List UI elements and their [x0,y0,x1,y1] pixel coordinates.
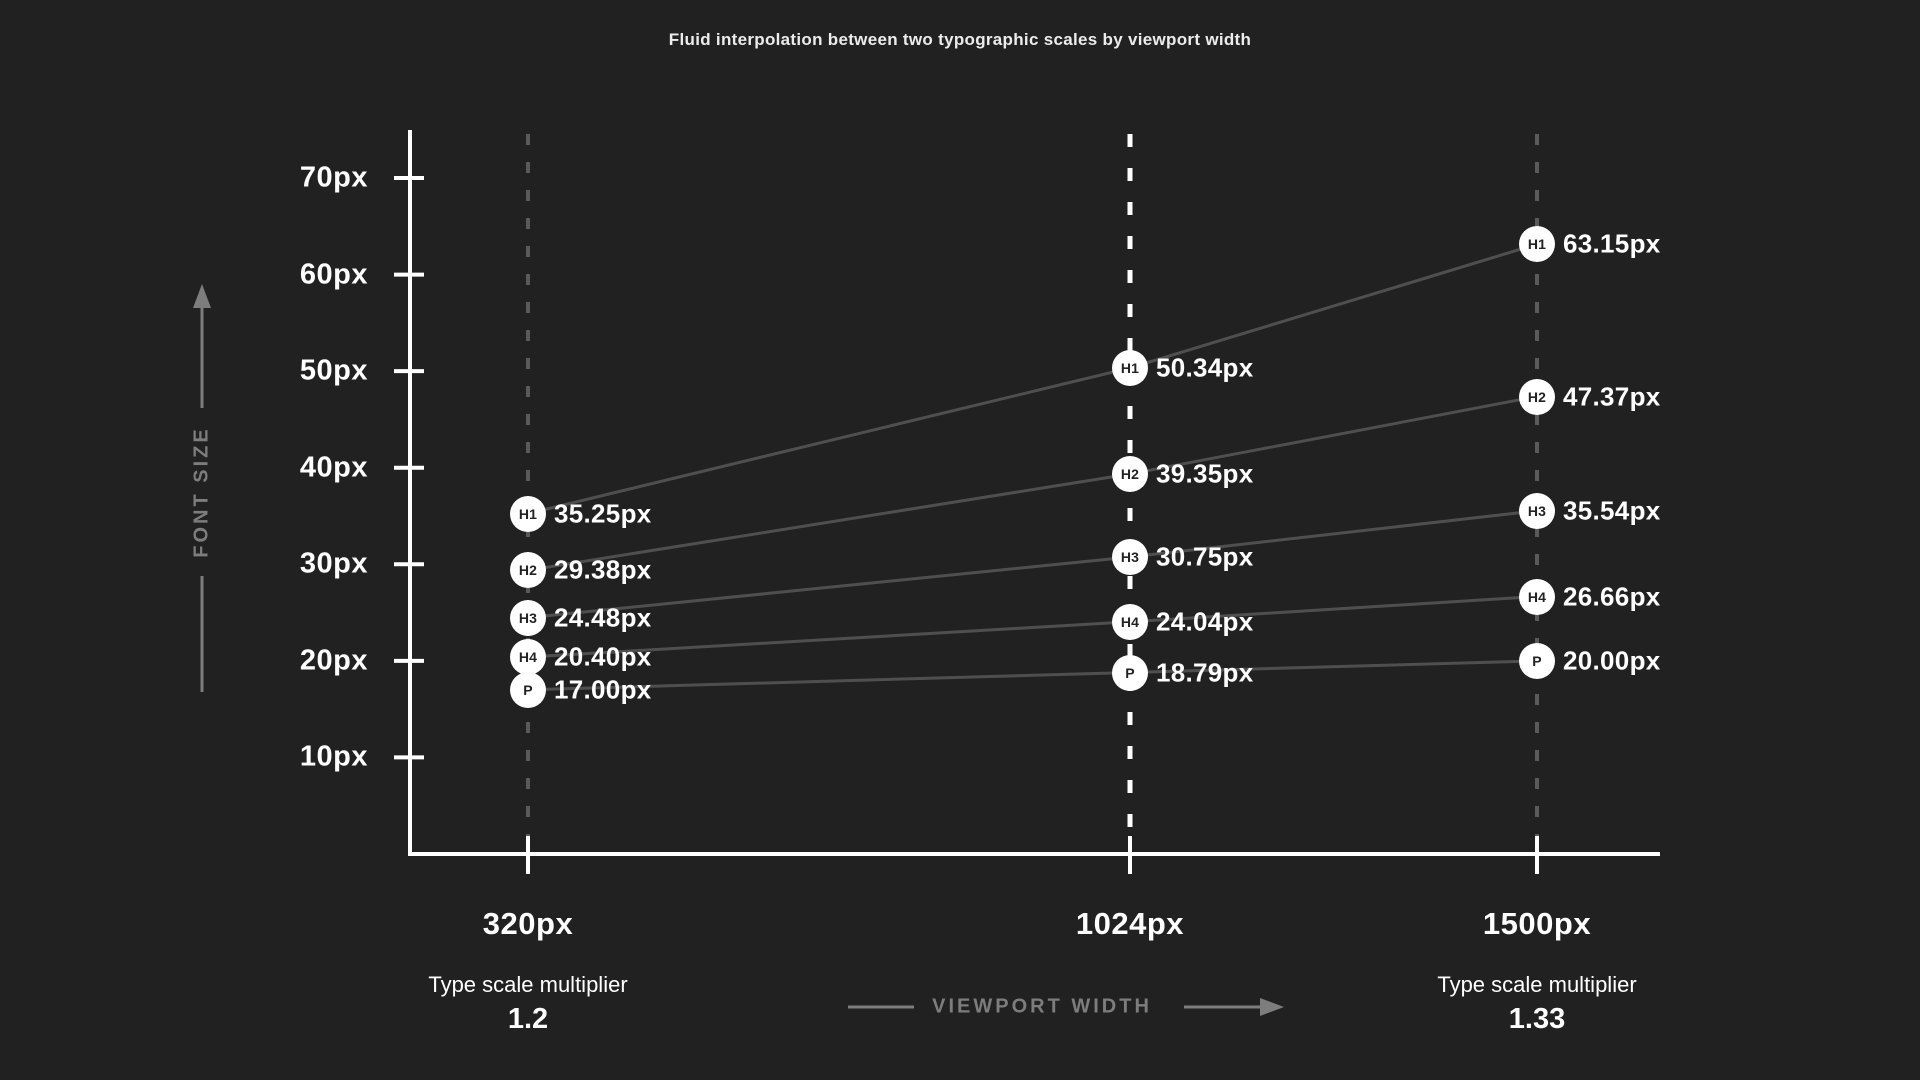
axis-ticks [394,176,1539,874]
y-axis-arrow [193,284,211,692]
series-line-H1 [527,242,1538,516]
y-axis-label: FONT SIZE [190,426,213,558]
series-line-H3 [527,509,1538,620]
series-line-P [527,659,1538,692]
x-axis-arrow [848,998,1284,1016]
chart-title: Fluid interpolation between two typograp… [668,30,1252,49]
series-line-H4 [527,595,1538,659]
series-lines [527,242,1538,692]
series-line-H2 [527,395,1538,572]
right-arrow-icon [1260,998,1284,1016]
up-arrow-icon [193,284,211,308]
x-axis-label: VIEWPORT WIDTH [932,995,1152,1018]
axis-lines [408,130,1660,856]
